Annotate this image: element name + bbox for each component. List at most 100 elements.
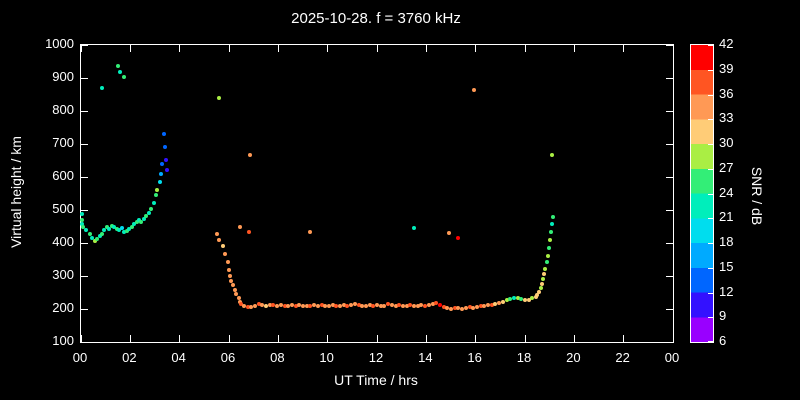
data-point bbox=[233, 287, 238, 292]
data-point bbox=[271, 303, 276, 308]
x-tick-label: 08 bbox=[270, 350, 285, 365]
data-point bbox=[367, 303, 372, 308]
colorbar-tick-label: 27 bbox=[719, 159, 734, 175]
data-point bbox=[330, 303, 335, 308]
data-point bbox=[154, 193, 159, 198]
chart-title: 2025-10-28. f = 3760 kHz bbox=[291, 10, 461, 27]
data-point bbox=[482, 304, 487, 309]
data-point bbox=[92, 238, 97, 243]
colorbar-tick-label: 24 bbox=[719, 184, 734, 200]
y-tick-mark bbox=[666, 242, 673, 244]
data-point bbox=[301, 303, 305, 308]
data-point bbox=[397, 303, 402, 308]
data-point bbox=[99, 231, 104, 236]
y-tick-mark bbox=[666, 341, 673, 343]
data-point bbox=[104, 225, 109, 230]
data-point bbox=[456, 235, 461, 240]
data-point bbox=[478, 304, 483, 309]
y-tick-mark bbox=[666, 308, 673, 310]
y-tick-mark bbox=[81, 341, 88, 343]
x-axis-label: UT Time / hrs bbox=[334, 372, 418, 388]
y-tick-mark bbox=[81, 209, 88, 211]
x-tick-mark bbox=[475, 45, 477, 52]
colorbar-tick-mark bbox=[708, 94, 713, 96]
data-point bbox=[408, 303, 413, 308]
data-point bbox=[107, 226, 112, 231]
data-point bbox=[363, 303, 368, 308]
x-tick-mark bbox=[376, 45, 378, 52]
x-tick-mark bbox=[179, 45, 181, 52]
data-point bbox=[539, 281, 544, 286]
colorbar-label: SNR / dB bbox=[749, 166, 765, 226]
data-point bbox=[542, 272, 547, 277]
data-point bbox=[241, 303, 246, 308]
y-tick-label: 600 bbox=[52, 168, 74, 183]
data-point bbox=[102, 228, 107, 233]
data-point bbox=[83, 227, 88, 232]
data-point bbox=[234, 291, 239, 296]
colorbar-tick-mark bbox=[708, 193, 713, 195]
data-point bbox=[497, 301, 502, 306]
y-tick-mark bbox=[666, 275, 673, 277]
data-point bbox=[543, 266, 548, 271]
y-tick-label: 100 bbox=[52, 333, 74, 348]
y-tick-mark bbox=[81, 308, 88, 310]
data-point bbox=[223, 251, 228, 256]
data-point bbox=[165, 167, 170, 172]
colorbar-tick-mark bbox=[708, 267, 713, 269]
data-point bbox=[404, 304, 409, 309]
data-point bbox=[122, 230, 127, 235]
x-tick-mark bbox=[179, 335, 181, 342]
data-point bbox=[446, 230, 451, 235]
x-tick-label: 14 bbox=[418, 350, 433, 365]
data-point bbox=[229, 278, 234, 283]
data-point bbox=[134, 219, 139, 224]
data-point bbox=[489, 303, 494, 308]
data-point bbox=[252, 303, 257, 308]
colorbar-tick-label: 30 bbox=[719, 135, 734, 150]
data-point bbox=[471, 305, 476, 310]
x-tick-mark bbox=[623, 45, 625, 52]
data-point bbox=[386, 302, 391, 307]
x-tick-label: 20 bbox=[566, 350, 581, 365]
data-point bbox=[323, 303, 328, 308]
x-tick-mark bbox=[327, 335, 329, 342]
colorbar-gradient bbox=[690, 44, 714, 343]
y-tick-label: 900 bbox=[52, 69, 74, 84]
data-point bbox=[389, 303, 394, 308]
x-tick-mark bbox=[80, 335, 82, 342]
data-point bbox=[547, 237, 552, 242]
data-point bbox=[467, 305, 472, 310]
data-point bbox=[338, 303, 342, 308]
data-point bbox=[545, 253, 550, 258]
x-tick-label: 00 bbox=[664, 350, 680, 365]
data-point bbox=[474, 305, 479, 310]
data-point bbox=[519, 296, 524, 301]
x-tick-mark bbox=[672, 45, 674, 52]
data-point bbox=[159, 171, 164, 176]
data-point bbox=[275, 304, 280, 309]
data-point bbox=[80, 221, 85, 226]
x-tick-mark bbox=[277, 335, 279, 342]
data-point bbox=[267, 302, 272, 307]
colorbar-tick-mark bbox=[708, 168, 713, 170]
data-point bbox=[220, 243, 225, 248]
data-point bbox=[228, 274, 233, 278]
data-point bbox=[97, 234, 102, 239]
data-point bbox=[293, 304, 298, 309]
data-point bbox=[393, 304, 398, 309]
data-point bbox=[95, 237, 100, 242]
colorbar-tick-label: 18 bbox=[719, 234, 734, 249]
data-point bbox=[445, 306, 450, 310]
y-tick-mark bbox=[81, 110, 88, 112]
data-point bbox=[264, 303, 268, 308]
x-tick-mark bbox=[524, 45, 526, 52]
x-tick-mark bbox=[277, 45, 279, 52]
y-tick-label: 300 bbox=[52, 267, 74, 282]
x-tick-mark bbox=[228, 45, 230, 52]
data-point bbox=[371, 304, 376, 309]
data-point bbox=[124, 229, 129, 234]
data-point bbox=[122, 75, 127, 79]
y-tick-label: 1000 bbox=[45, 36, 74, 51]
data-point bbox=[426, 303, 431, 308]
